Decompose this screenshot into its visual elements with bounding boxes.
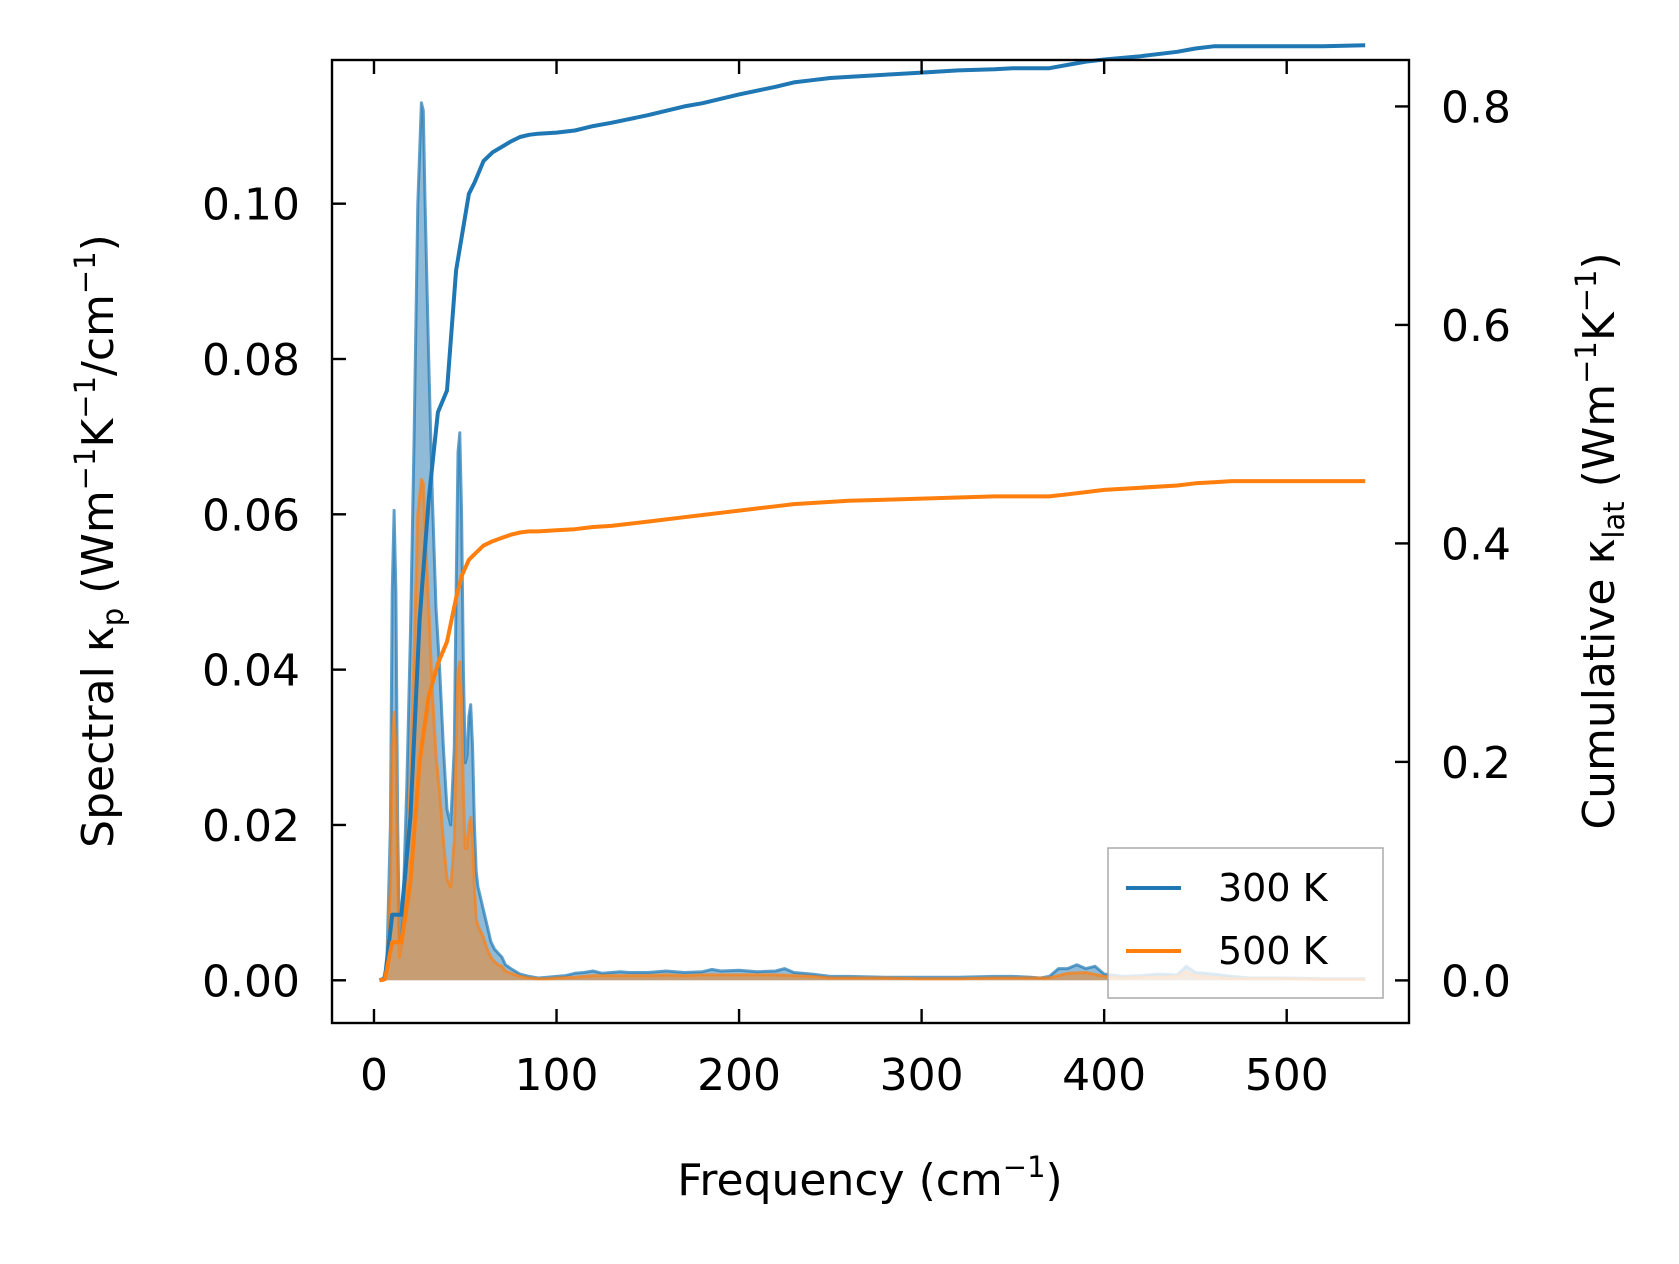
legend: 300 K 500 K [1107,847,1384,999]
x-axis-label: Frequency (cm−1) [677,1150,1062,1206]
x-tick-label: 500 [1245,1050,1329,1101]
left-y-tick-label: 0.10 [202,180,300,231]
right-y-tick-label: 0.8 [1441,82,1511,133]
spectral-area-500k [379,479,1366,981]
x-tick-label: 200 [697,1050,781,1101]
right-y-tick-label: 0.4 [1441,519,1511,570]
x-tick-label: 400 [1062,1050,1146,1101]
legend-label-300k: 300 K [1218,866,1329,910]
spectral-fill-layer [379,101,1366,982]
x-tick-label: 0 [360,1050,388,1101]
legend-box [1107,847,1384,999]
right-y-tick-label: 0.2 [1441,738,1511,789]
x-tick-label: 100 [515,1050,599,1101]
x-tick-label: 300 [880,1050,964,1101]
left-y-tick-label: 0.08 [202,335,300,386]
left-y-tick-label: 0.02 [202,801,300,852]
series-line-layer [378,43,1366,983]
right-y-ticks: 0.0 0.2 0.4 0.6 0.8 [1395,82,1511,1007]
left-y-axis-label: Spectral κp (Wm−1K−1/cm−1) [68,234,130,848]
left-y-tick-label: 0.04 [202,646,300,697]
right-y-tick-label: 0.0 [1441,956,1511,1007]
cumulative-line-300k [378,43,1366,983]
left-y-ticks: 0.00 0.02 0.04 0.06 0.08 0.10 [202,180,346,1007]
right-y-tick-label: 0.6 [1441,301,1511,352]
left-y-tick-label: 0.06 [202,490,300,541]
spectral-line-500k [379,477,1366,982]
legend-label-500k: 500 K [1218,929,1329,973]
left-y-tick-label: 0.00 [202,956,300,1007]
x-ticks: 0 100 200 300 400 500 [360,60,1329,1101]
plot-frame [330,58,1411,1025]
right-y-axis-label: Cumulative κlat (Wm−1K−1) [1569,252,1631,829]
cumulative-line-500k [379,479,1366,983]
